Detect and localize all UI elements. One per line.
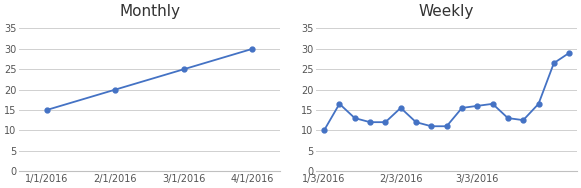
Title: Monthly: Monthly (119, 4, 180, 19)
Title: Weekly: Weekly (419, 4, 474, 19)
